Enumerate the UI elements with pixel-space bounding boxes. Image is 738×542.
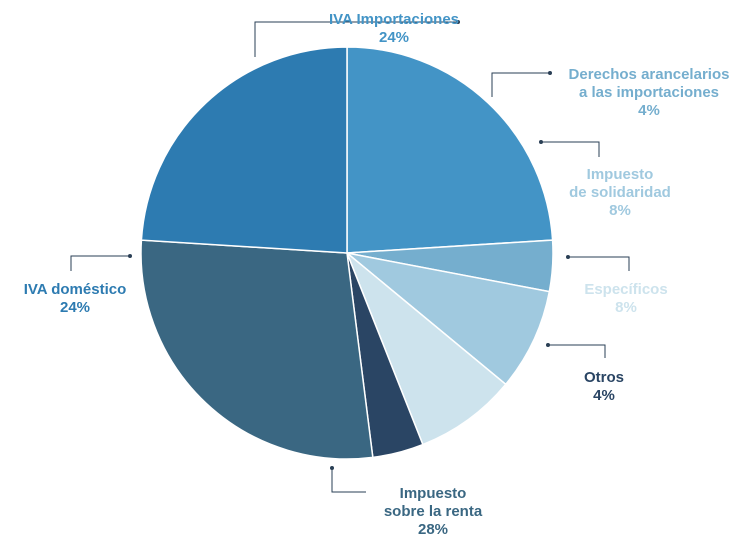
pie-slice <box>346 252 507 446</box>
slice-label: Específicos 8% <box>584 281 667 316</box>
leader-line <box>491 72 550 97</box>
leader-dot <box>539 140 543 144</box>
slice-label: Impuesto de solidaridad 8% <box>569 166 671 219</box>
slice-value-label: 4% <box>593 387 615 404</box>
leader-line <box>541 141 600 157</box>
pie-slice <box>140 239 374 460</box>
slice-value-label: 28% <box>418 521 448 538</box>
leader-dot <box>566 255 570 259</box>
pie-slice <box>140 46 348 254</box>
pie-slice <box>346 252 551 386</box>
leader-line <box>331 468 366 493</box>
slice-name-line: sobre la renta <box>384 503 483 520</box>
leader-lines <box>70 20 630 493</box>
slice-label: Derechos arancelarios a las importaciones… <box>569 66 730 119</box>
leader-dot <box>330 466 334 470</box>
leader-dot <box>128 254 132 258</box>
slice-name-line: Derechos arancelarios <box>569 66 730 83</box>
slice-name-line: de solidaridad <box>569 184 671 201</box>
slice-name-line: Específicos <box>584 281 667 298</box>
leader-line <box>568 256 630 271</box>
leader-line <box>254 21 458 57</box>
slice-value-label: 8% <box>615 299 637 316</box>
slice-name-line: IVA doméstico <box>24 281 127 298</box>
slice-labels: IVA Importaciones 24%Derechos arancelario… <box>24 11 730 538</box>
slice-label: Otros 4% <box>584 369 624 404</box>
pie-slice <box>346 46 554 254</box>
slice-value-label: 24% <box>60 299 90 316</box>
slice-name-line: Otros <box>584 369 624 386</box>
leader-dot <box>548 71 552 75</box>
slice-value-label: 24% <box>379 29 409 46</box>
leader-line <box>548 344 606 358</box>
leader-dot <box>546 343 550 347</box>
slice-name-line: IVA Importaciones <box>329 11 459 28</box>
slice-name-line: Impuesto <box>400 485 467 502</box>
pie-slices <box>140 46 554 460</box>
slice-label: IVA Importaciones 24% <box>329 11 459 46</box>
leader-line <box>70 255 130 271</box>
leader-dot <box>456 20 460 24</box>
slice-label: Impuesto sobre la renta 28% <box>384 485 483 538</box>
slice-name-line: Impuesto <box>587 166 654 183</box>
slice-name-line: a las importaciones <box>579 84 719 101</box>
slice-value-label: 8% <box>609 202 631 219</box>
slice-value-label: 4% <box>638 102 660 119</box>
slice-label: IVA doméstico 24% <box>24 281 127 316</box>
